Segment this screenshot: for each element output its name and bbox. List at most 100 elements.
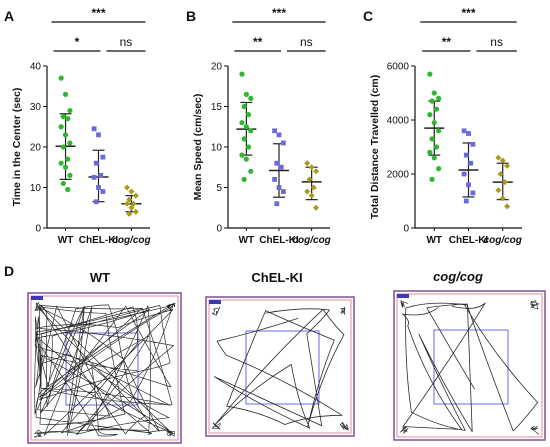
- data-point: [429, 176, 435, 182]
- data-point: [130, 200, 137, 207]
- camera-marker: [209, 300, 221, 304]
- x-tick-label: ChEL-KI: [259, 235, 299, 246]
- data-point: [126, 210, 133, 217]
- panel-label: D: [4, 263, 14, 279]
- data-point: [62, 164, 69, 170]
- panel-label: C: [363, 8, 373, 24]
- data-point: [100, 189, 106, 194]
- data-point: [308, 164, 315, 171]
- data-point: [58, 124, 64, 130]
- track-plot-3: cog/cog: [393, 269, 546, 441]
- data-point: [93, 160, 99, 166]
- corner-activity: [400, 426, 409, 435]
- movement-track: [213, 308, 345, 429]
- movement-track: [34, 304, 175, 437]
- data-point: [304, 188, 311, 195]
- data-point: [436, 95, 442, 101]
- data-point: [501, 179, 508, 186]
- data-point: [65, 186, 71, 193]
- y-tick-label: 2000: [387, 170, 410, 181]
- data-point: [281, 189, 286, 194]
- data-point: [243, 124, 249, 130]
- data-point: [466, 182, 471, 188]
- y-tick-label: 20: [30, 143, 42, 154]
- center-zone: [245, 330, 320, 405]
- arena-inner-frame: [208, 299, 352, 434]
- data-point: [278, 164, 284, 170]
- data-point: [281, 140, 286, 146]
- data-point: [461, 171, 467, 177]
- data-point: [67, 172, 73, 178]
- y-tick-label: 15: [211, 102, 223, 113]
- y-tick-label: 4000: [387, 116, 410, 127]
- data-point: [60, 144, 66, 150]
- panel-label: A: [4, 8, 14, 24]
- data-point: [132, 192, 139, 199]
- data-point: [96, 185, 101, 190]
- data-point: [248, 95, 254, 101]
- data-point: [274, 201, 280, 207]
- significance-label: ns: [120, 35, 133, 49]
- camera-marker: [31, 296, 43, 300]
- x-tick-label: ChEL-KI: [449, 235, 489, 246]
- data-point: [124, 184, 131, 191]
- data-point: [431, 120, 437, 126]
- corner-activity: [400, 300, 409, 308]
- corner-activity: [530, 425, 540, 435]
- significance-label: ns: [300, 35, 313, 49]
- data-point: [433, 144, 440, 150]
- data-point: [431, 90, 437, 96]
- y-tick-label: 40: [30, 62, 42, 73]
- data-point: [313, 168, 320, 175]
- significance-label: ***: [272, 6, 286, 20]
- data-point: [245, 144, 252, 150]
- data-point: [243, 156, 249, 162]
- data-point: [60, 114, 66, 120]
- data-point: [239, 71, 245, 77]
- track-plot-2: ChEL-KI: [205, 270, 355, 437]
- track-title: cog/cog: [433, 269, 483, 284]
- x-tick-label: ChEL-KI: [79, 235, 119, 246]
- y-axis-label: Total Distance Travelled (cm): [369, 75, 381, 220]
- data-point: [470, 190, 476, 196]
- data-point: [241, 136, 247, 142]
- data-point: [65, 116, 71, 122]
- data-point: [62, 132, 69, 138]
- y-tick-label: 5: [216, 183, 222, 194]
- panel-d: D: [4, 263, 14, 279]
- significance-label: ***: [91, 6, 105, 20]
- data-point: [58, 75, 64, 81]
- camera-marker: [397, 294, 409, 298]
- data-point: [124, 200, 131, 207]
- y-tick-label: 20: [211, 62, 223, 73]
- significance-label: *: [75, 35, 80, 49]
- y-tick-label: 6000: [387, 62, 410, 73]
- data-point: [497, 171, 504, 177]
- data-point: [463, 198, 469, 204]
- y-tick-label: 0: [403, 224, 409, 235]
- movement-track: [402, 302, 538, 433]
- data-point: [248, 168, 254, 174]
- y-axis-label: Mean Speed (cm/sec): [192, 94, 204, 201]
- corner-activity: [340, 306, 346, 316]
- significance-label: **: [253, 35, 263, 49]
- data-point: [241, 103, 247, 110]
- data-point: [276, 185, 282, 190]
- data-point: [276, 132, 282, 138]
- data-point: [243, 91, 249, 97]
- chart-panel-b: B 0 5 10 15 20 Mean Speed (cm/sec) WT ChEL-KIcog…: [186, 6, 331, 246]
- data-point: [272, 177, 277, 182]
- data-point: [466, 131, 471, 136]
- x-tick-label: WT: [58, 235, 74, 246]
- data-point: [436, 166, 442, 172]
- chart-panel-a: A 0 10 20 30 40 Time in the Center (sec) WT ChEL…: [4, 6, 151, 246]
- corner-activity: [339, 422, 349, 431]
- data-point: [239, 152, 245, 158]
- data-point: [468, 160, 474, 166]
- data-point: [62, 91, 69, 97]
- track-title: ChEL-KI: [251, 270, 302, 285]
- data-point: [436, 128, 442, 134]
- data-point: [431, 155, 437, 161]
- data-point: [495, 187, 502, 194]
